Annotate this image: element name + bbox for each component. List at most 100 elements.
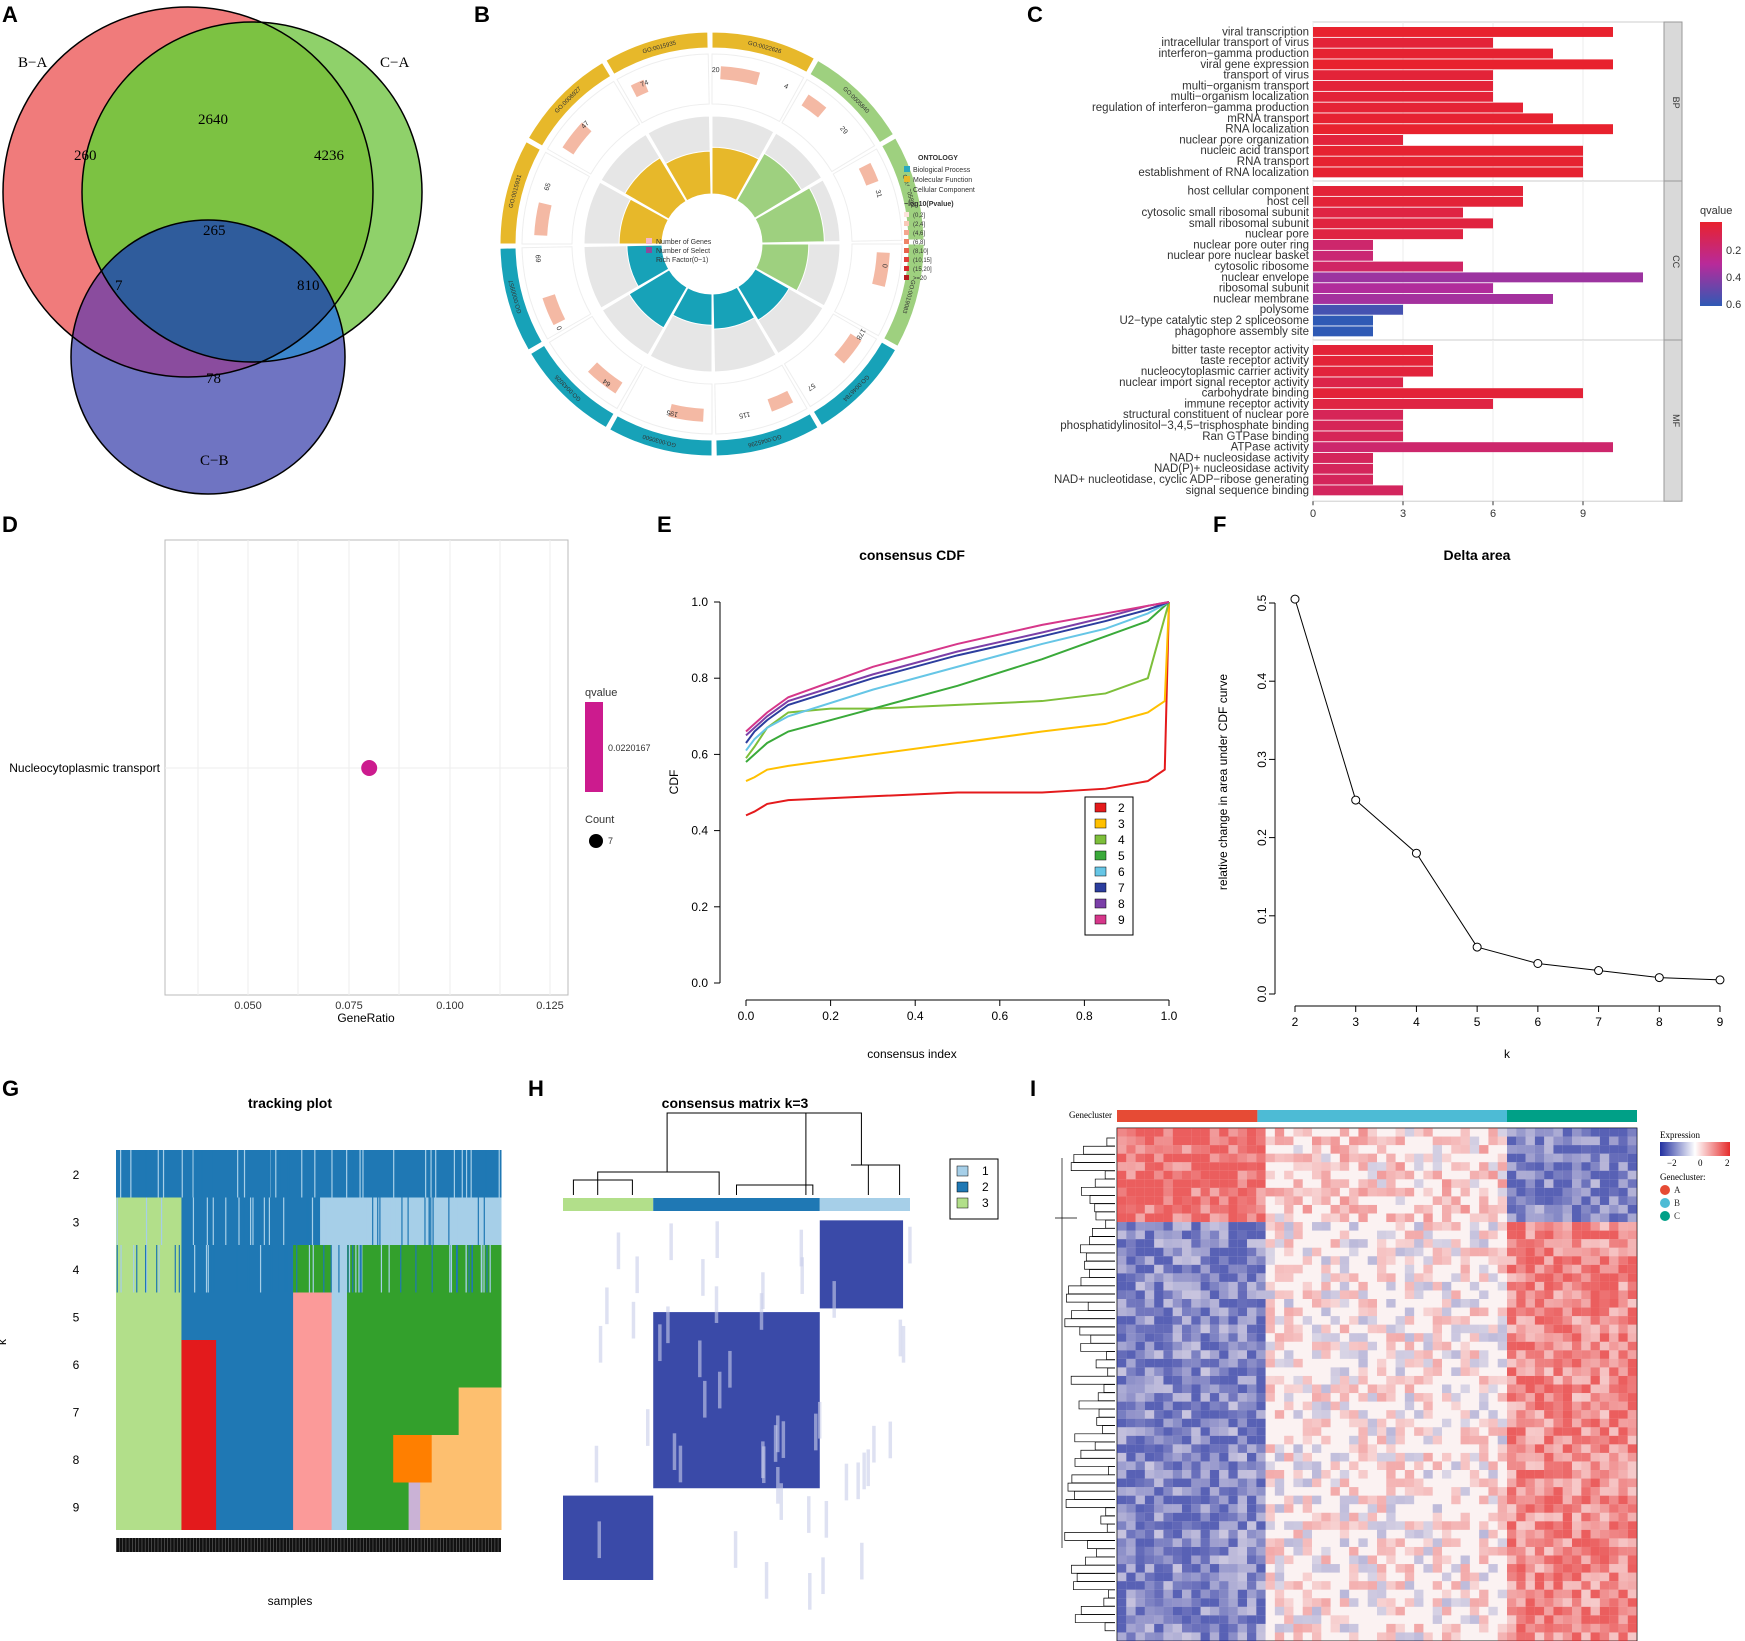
i-heat-cell	[1172, 1632, 1182, 1641]
i-heat-cell	[1349, 1546, 1359, 1556]
i-heat-cell	[1237, 1529, 1247, 1539]
i-heat-cell	[1209, 1162, 1220, 1171]
i-heat-cell	[1126, 1273, 1136, 1282]
i-heat-cell	[1191, 1538, 1201, 1547]
i-heat-cell	[1609, 1435, 1619, 1445]
i-heat-cell	[1302, 1461, 1312, 1470]
i-heat-cell	[1386, 1324, 1396, 1334]
i-heat-cell	[1590, 1589, 1600, 1599]
i-heat-cell	[1395, 1196, 1405, 1205]
i-heat-cell	[1377, 1367, 1387, 1376]
i-heat-cell	[1599, 1204, 1610, 1214]
i-heat-cell	[1507, 1264, 1517, 1274]
i-heat-cell	[1209, 1281, 1220, 1291]
i-heat-cell	[1302, 1281, 1312, 1291]
i-heat-cell	[1247, 1581, 1257, 1590]
i-heat-cell	[1609, 1128, 1619, 1137]
i-heat-cell	[1544, 1538, 1554, 1547]
i-heat-cell	[1256, 1478, 1266, 1488]
i-heat-cell	[1386, 1521, 1396, 1530]
i-heat-cell	[1534, 1230, 1545, 1240]
i-heat-cell	[1377, 1598, 1387, 1607]
i-heat-cell	[1581, 1538, 1591, 1547]
i-heat-cell	[1544, 1546, 1554, 1556]
i-heat-cell	[1117, 1598, 1127, 1607]
i-heat-cell	[1219, 1341, 1229, 1351]
i-heat-cell	[1358, 1239, 1368, 1248]
i-heat-cell	[1627, 1333, 1637, 1342]
i-dendro-branch	[1074, 1614, 1115, 1623]
i-heat-cell	[1609, 1273, 1619, 1282]
h-title: consensus matrix k=3	[662, 1095, 809, 1111]
i-heat-cell	[1414, 1632, 1424, 1641]
i-heat-cell	[1562, 1247, 1572, 1257]
i-heat-cell	[1460, 1273, 1470, 1282]
i-heat-cell	[1479, 1230, 1489, 1240]
i-heat-cell	[1572, 1555, 1582, 1565]
e-xtick-label: 0.6	[991, 1009, 1008, 1023]
i-heat-cell	[1339, 1256, 1350, 1265]
i-heat-cell	[1182, 1401, 1192, 1411]
i-heat-cell	[1144, 1316, 1155, 1325]
i-heat-cell	[1172, 1264, 1182, 1274]
g-cluster-segment	[293, 1387, 333, 1435]
g-sample-stripe	[145, 1197, 148, 1245]
i-heat-cell	[1144, 1546, 1155, 1556]
g-sample-stripe	[359, 1150, 361, 1198]
i-heat-cell	[1274, 1572, 1285, 1582]
i-heat-cell	[1599, 1478, 1610, 1488]
i-heat-cell	[1572, 1512, 1582, 1522]
i-heat-cell	[1265, 1247, 1275, 1257]
g-row-label: 5	[73, 1310, 80, 1324]
i-heat-cell	[1349, 1145, 1359, 1154]
g-sample-stripe	[346, 1150, 348, 1198]
i-heat-cell	[1581, 1555, 1591, 1565]
i-heat-cell	[1228, 1487, 1238, 1496]
i-heat-cell	[1562, 1572, 1572, 1582]
i-heat-cell	[1562, 1598, 1572, 1607]
i-heat-cell	[1525, 1461, 1535, 1470]
pvalue-bin-label: (6,8]	[913, 240, 925, 246]
c-bar	[1313, 240, 1373, 250]
i-heat-cell	[1479, 1384, 1489, 1394]
go-count-bar	[668, 404, 704, 422]
i-heat-cell	[1302, 1247, 1312, 1257]
g-sample-tick	[427, 1538, 428, 1552]
go-rich-bar	[618, 198, 669, 245]
i-heat-cell	[1442, 1589, 1452, 1599]
i-heat-cell	[1469, 1281, 1480, 1291]
i-heat-cell	[1469, 1324, 1480, 1334]
g-sample-tick	[388, 1538, 390, 1552]
i-heat-cell	[1377, 1170, 1387, 1180]
i-heat-cell	[1609, 1444, 1619, 1453]
i-heat-cell	[1144, 1247, 1155, 1257]
i-heat-cell	[1395, 1239, 1405, 1248]
h-legend-key-2	[956, 1181, 969, 1193]
i-heat-cell	[1553, 1495, 1563, 1505]
c-term-label: ATPase activity	[1231, 442, 1310, 454]
i-heat-cell	[1590, 1316, 1600, 1325]
i-heat-cell	[1135, 1435, 1145, 1445]
i-heat-cell	[1219, 1418, 1229, 1428]
i-heat-cell	[1479, 1170, 1489, 1180]
i-heat-cell	[1312, 1478, 1322, 1488]
i-heat-cell	[1293, 1324, 1303, 1334]
f-xtick-label: 6	[1535, 1015, 1542, 1029]
i-heat-cell	[1386, 1281, 1396, 1291]
i-heat-cell	[1525, 1427, 1535, 1436]
i-dendro-branch	[1094, 1178, 1115, 1188]
i-heat-cell	[1228, 1444, 1238, 1453]
i-heat-cell	[1247, 1410, 1257, 1419]
i-heat-cell	[1163, 1581, 1173, 1590]
i-heat-cell	[1544, 1478, 1554, 1488]
i-heat-cell	[1209, 1606, 1220, 1616]
pvalue-bin-key	[904, 221, 909, 226]
i-heat-cell	[1525, 1504, 1535, 1513]
g-sample-stripe	[481, 1245, 483, 1293]
i-heat-cell	[1209, 1452, 1220, 1462]
i-heat-cell	[1377, 1273, 1387, 1282]
g-sample-tick	[196, 1538, 197, 1552]
i-heat-cell	[1293, 1581, 1303, 1590]
g-sample-stripe	[280, 1150, 283, 1198]
i-heat-cell	[1144, 1358, 1155, 1368]
